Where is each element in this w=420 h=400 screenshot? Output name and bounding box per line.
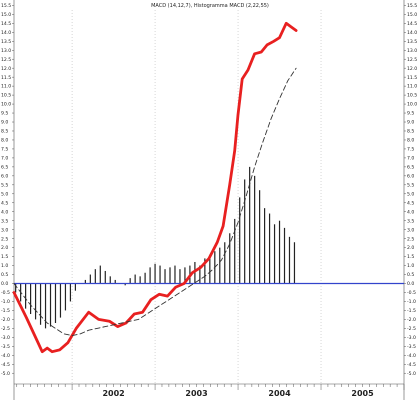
y-tick-label-right: 1.0 (407, 263, 414, 269)
x-tick-layer: 2002 2003 2004 2005 (16, 384, 405, 398)
y-tick-label-right: 14.0 (407, 30, 417, 36)
y-tick-layer: -5.0 -5.0 -4.5 -4.5 -4.0 -4.0 -3.5 -3.5 -3.0 -3.0… (1, 3, 417, 377)
y-tick-label-right: -3.5 (407, 344, 416, 350)
x-tick-label-2004: 2004 (268, 389, 291, 398)
x-tick-label-2002: 2002 (102, 389, 124, 398)
y-tick-label-left: 2.5 (1, 236, 8, 242)
series-lines (12, 21, 298, 354)
y-tick-label-left: -2.0 (1, 317, 10, 323)
y-tick-label-right: -0.5 (407, 290, 416, 296)
y-tick-label-right: 4.0 (407, 209, 414, 215)
y-tick-label-right: 5.5 (407, 182, 414, 188)
y-tick-label-left: 14.0 (1, 30, 11, 36)
y-tick-label-right: -5.0 (407, 371, 416, 377)
y-tick-label-right: 15.5 (407, 3, 417, 9)
y-tick-label-right: -3.0 (407, 335, 416, 341)
y-tick-label-right: 10.0 (407, 102, 417, 108)
y-tick-label-left: 8.0 (1, 138, 8, 144)
y-tick-label-right: -4.5 (407, 362, 416, 368)
y-tick-label-left: 4.5 (1, 200, 8, 206)
y-tick-label-left: 13.0 (1, 48, 11, 54)
y-tick-label-left: -3.0 (1, 335, 10, 341)
y-tick-label-left: 12.0 (1, 66, 11, 72)
x-tick-label-2003: 2003 (185, 389, 207, 398)
grid-layer (71, 10, 322, 384)
y-tick-label-right: 10.5 (407, 93, 417, 99)
y-tick-label-left: -1.5 (1, 308, 10, 314)
y-tick-label-left: 10.5 (1, 93, 11, 99)
series-line-macd (12, 21, 298, 354)
series-line-signal (13, 67, 297, 337)
y-tick-label-right: 0.5 (407, 272, 414, 278)
y-tick-label-right: 15.0 (407, 12, 417, 18)
y-tick-label-left: 5.0 (1, 191, 8, 197)
y-tick-label-right: -1.5 (407, 308, 416, 314)
y-tick-label-right: 5.0 (407, 191, 414, 197)
y-tick-label-left: 1.0 (1, 263, 8, 269)
y-tick-label-right: 9.5 (407, 111, 414, 117)
y-tick-label-left: 15.0 (1, 12, 11, 18)
y-tick-label-left: 11.5 (1, 75, 11, 81)
y-tick-label-right: 13.5 (407, 39, 417, 45)
y-tick-label-right: 2.0 (407, 245, 414, 251)
y-tick-label-right: -4.0 (407, 353, 416, 359)
y-tick-label-left: 7.5 (1, 147, 8, 153)
x-tick-label-2005: 2005 (351, 389, 374, 398)
y-tick-label-right: 9.0 (407, 120, 414, 126)
y-tick-label-right: -2.5 (407, 326, 416, 332)
y-tick-label-right: 7.5 (407, 147, 414, 153)
y-tick-label-left: 4.0 (1, 209, 8, 215)
y-tick-label-left: 10.0 (1, 102, 11, 108)
y-tick-label-left: -2.5 (1, 326, 10, 332)
y-tick-label-left: -5.0 (1, 371, 10, 377)
y-tick-label-left: 2.0 (1, 245, 8, 251)
y-tick-label-right: 11.0 (407, 84, 417, 90)
y-tick-label-right: 8.5 (407, 129, 414, 135)
y-tick-label-left: 0.5 (1, 272, 8, 278)
y-tick-label-left: 6.0 (1, 173, 8, 179)
y-tick-label-right: 13.0 (407, 48, 417, 54)
y-tick-label-left: 8.5 (1, 129, 8, 135)
y-tick-label-left: 14.5 (1, 21, 11, 27)
y-tick-label-right: 7.0 (407, 156, 414, 162)
y-tick-label-left: 0.0 (1, 281, 8, 287)
y-tick-label-right: 0.0 (407, 281, 414, 287)
y-tick-label-right: 1.5 (407, 254, 414, 260)
y-tick-label-left: -4.5 (1, 362, 10, 368)
y-tick-label-left: 7.0 (1, 156, 8, 162)
y-tick-label-right: 6.5 (407, 164, 414, 170)
y-tick-label-right: 14.5 (407, 21, 417, 27)
y-tick-label-left: 12.5 (1, 57, 11, 63)
y-tick-label-left: 5.5 (1, 182, 8, 188)
y-tick-label-right: 12.5 (407, 57, 417, 63)
y-tick-label-right: 6.0 (407, 173, 414, 179)
y-tick-label-left: 11.0 (1, 84, 11, 90)
y-tick-label-right: -1.0 (407, 299, 416, 305)
y-tick-label-left: 9.0 (1, 120, 8, 126)
y-tick-label-right: 11.5 (407, 75, 417, 81)
y-tick-label-left: 1.5 (1, 254, 8, 260)
y-tick-label-left: 6.5 (1, 164, 8, 170)
y-tick-label-right: 3.0 (407, 227, 414, 233)
y-tick-label-right: 4.5 (407, 200, 414, 206)
y-tick-label-left: -3.5 (1, 344, 10, 350)
y-tick-label-right: 2.5 (407, 236, 414, 242)
y-tick-label-left: -0.5 (1, 290, 10, 296)
y-tick-label-right: 8.0 (407, 138, 414, 144)
y-tick-label-left: 15.5 (1, 3, 11, 9)
y-tick-label-left: 9.5 (1, 111, 8, 117)
y-tick-label-right: 12.0 (407, 66, 417, 72)
y-tick-label-right: 3.5 (407, 218, 414, 224)
y-tick-label-left: -1.0 (1, 299, 10, 305)
y-tick-label-left: 3.0 (1, 227, 8, 233)
y-tick-label-left: -4.0 (1, 353, 10, 359)
y-tick-label-left: 13.5 (1, 39, 11, 45)
chart-title: MACD (14,12,7), Histogramma MACD (2,22,5… (151, 3, 269, 9)
y-tick-label-right: -2.0 (407, 317, 416, 323)
y-tick-label-left: 3.5 (1, 218, 8, 224)
